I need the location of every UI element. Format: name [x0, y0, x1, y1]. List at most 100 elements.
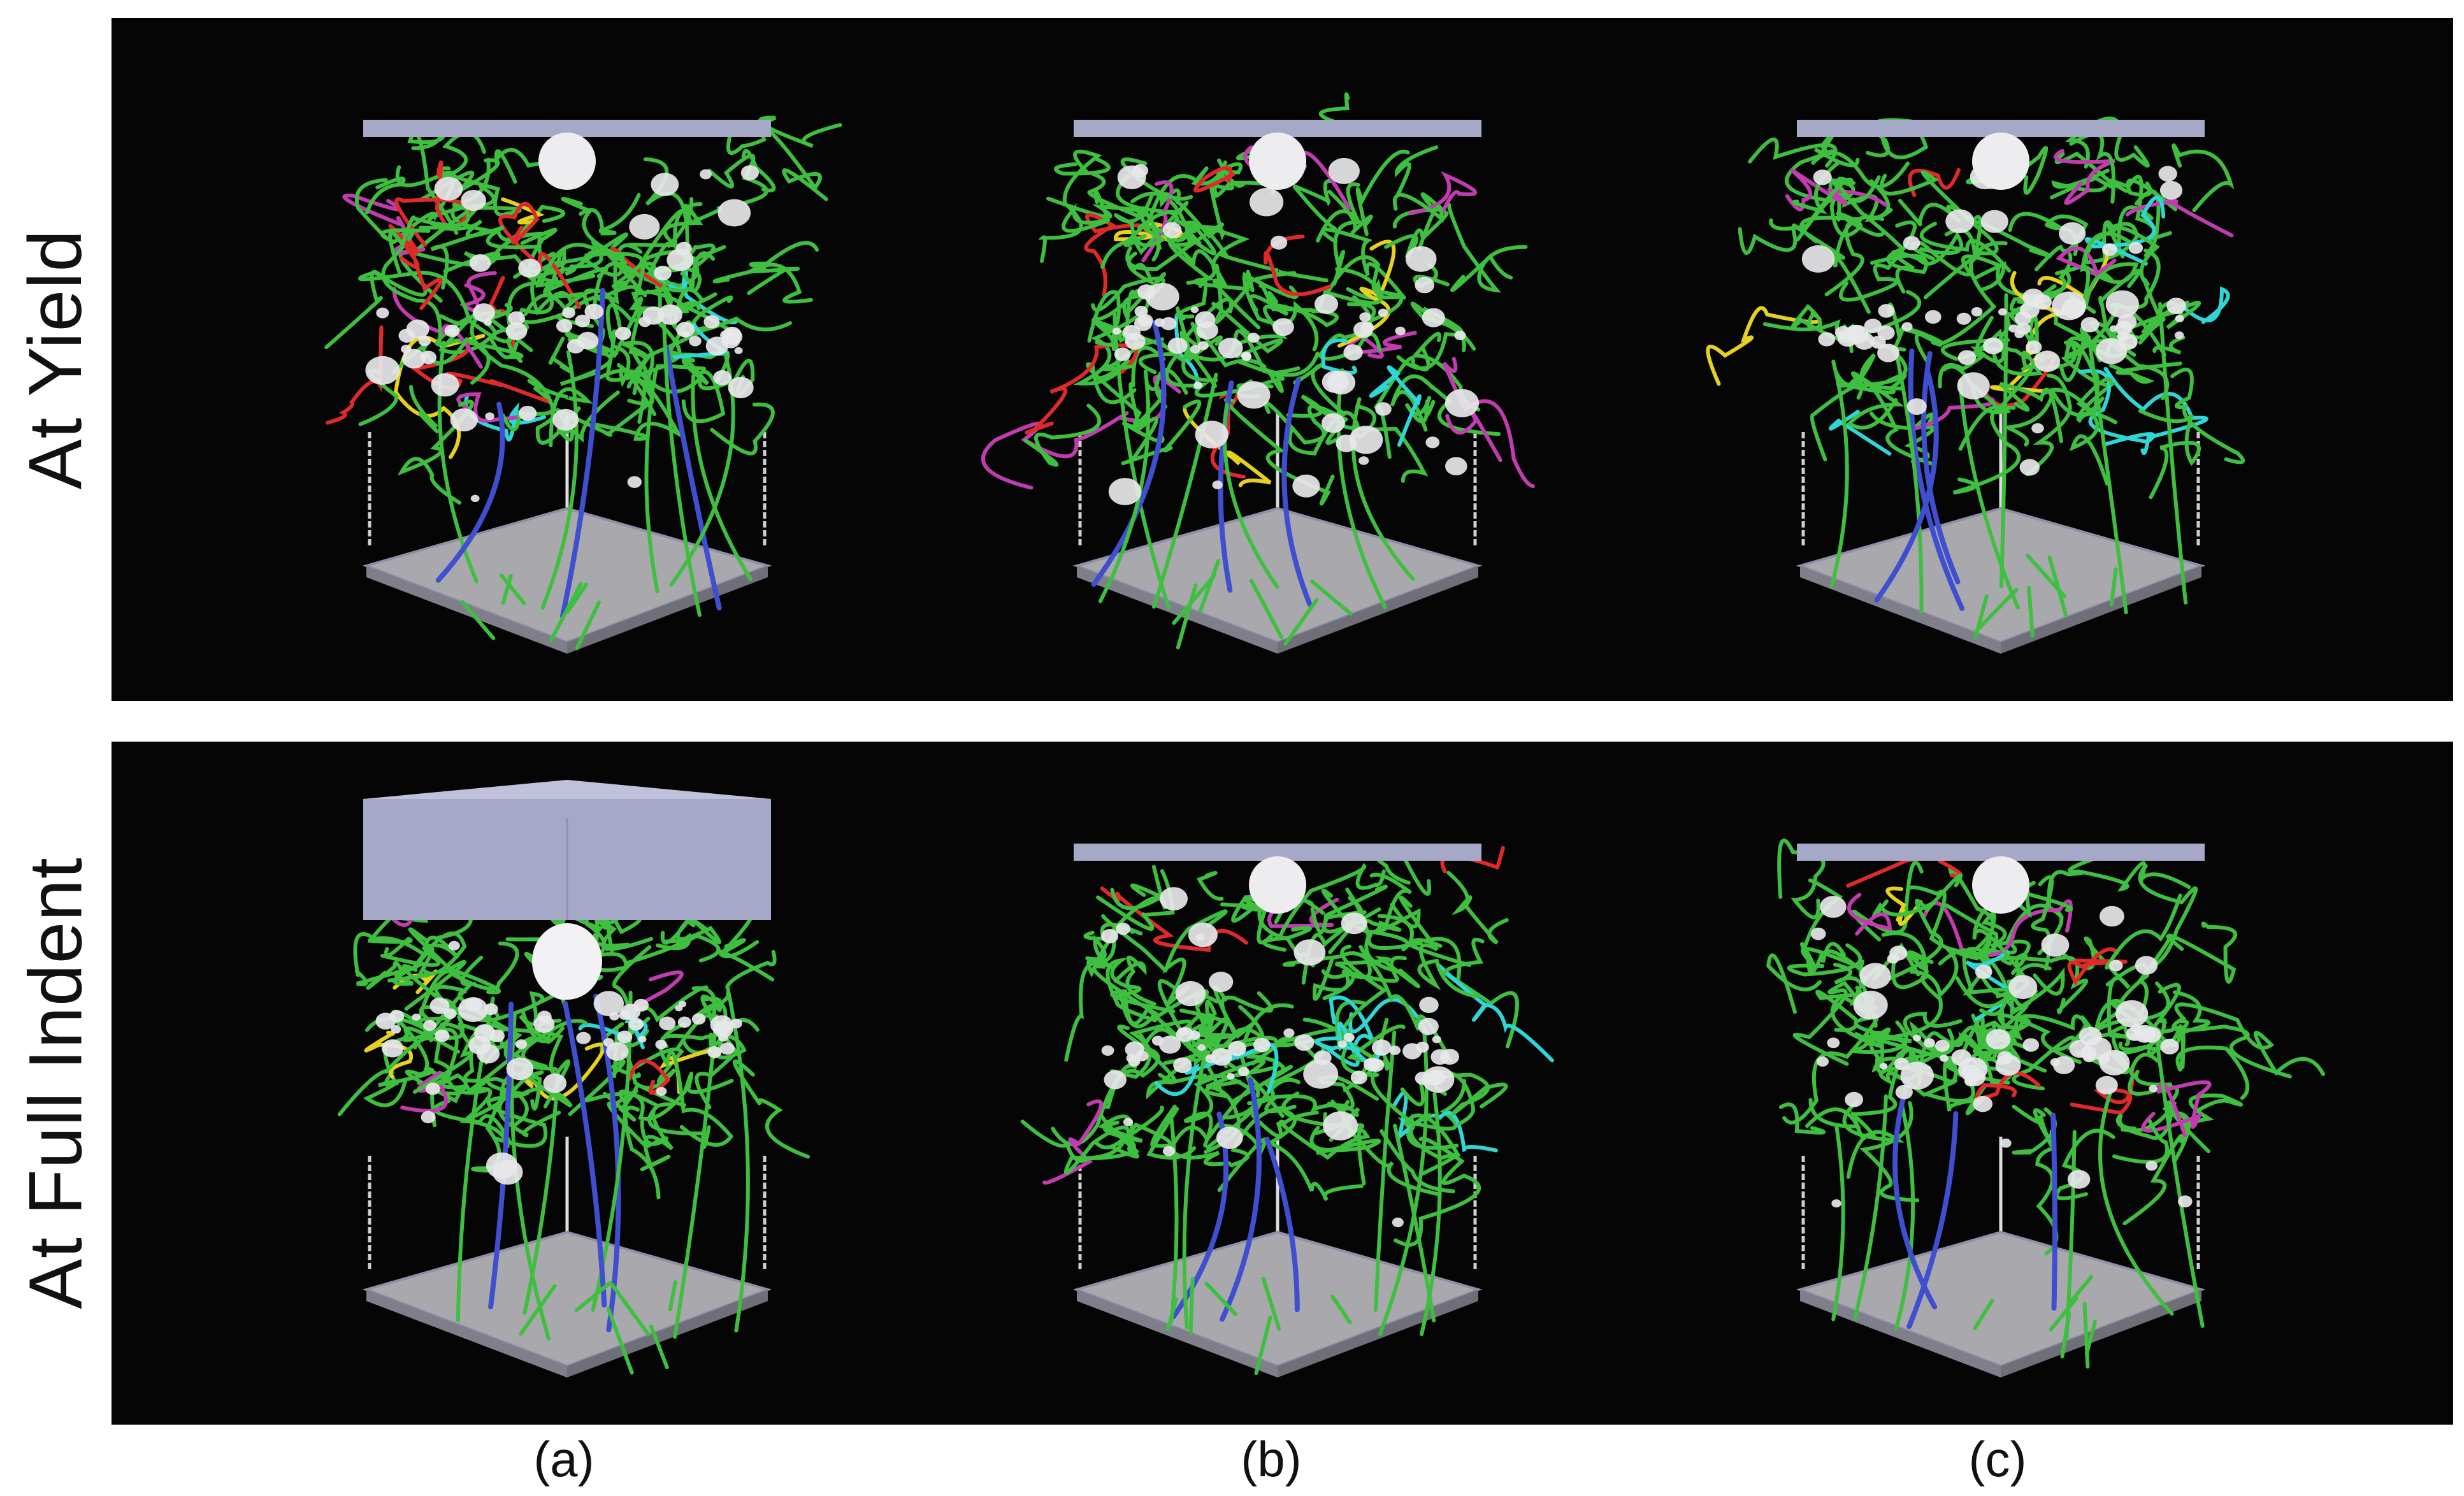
- dislocation-line: [466, 243, 595, 343]
- void-cluster: [1195, 311, 1216, 329]
- dislocation-line: [1399, 895, 1478, 998]
- void-cluster: [556, 319, 573, 333]
- void-cluster: [566, 339, 585, 354]
- void-cluster: [1162, 222, 1182, 238]
- dislocation-line: [1919, 221, 2012, 273]
- dislocation-line: [364, 1030, 413, 1079]
- dislocation-line: [560, 287, 605, 619]
- void-cluster: [391, 1025, 401, 1034]
- void-cluster: [1906, 398, 1927, 415]
- void-cluster: [469, 254, 491, 272]
- void-cluster: [543, 1073, 567, 1093]
- dislocation-line: [527, 378, 593, 447]
- void-cluster: [1422, 308, 1445, 327]
- dislocation-line: [1777, 838, 1826, 919]
- void-cluster: [1878, 304, 1895, 318]
- dislocation-line: [1952, 405, 2021, 495]
- dislocation-line: [2105, 893, 2182, 970]
- dislocation-line: [367, 936, 424, 958]
- void-cluster: [703, 315, 720, 329]
- substrate-slab-edge: [2001, 566, 2201, 654]
- void-cluster: [375, 1012, 396, 1030]
- void-cluster: [730, 1018, 742, 1029]
- dislocation-line: [1166, 217, 1250, 285]
- void-cluster: [1134, 305, 1148, 317]
- dislocation-line: [1450, 253, 1513, 292]
- void-cluster: [2102, 243, 2117, 256]
- dislocation-line: [2070, 1065, 2135, 1116]
- dislocation-line: [1220, 895, 1262, 923]
- dislocation-line: [1204, 1281, 1237, 1316]
- dislocation-line: [1748, 137, 1838, 168]
- void-cluster: [1820, 896, 1847, 918]
- dislocation-line: [405, 1069, 490, 1104]
- dislocation-line: [2060, 1311, 2071, 1359]
- dislocation-line: [2134, 189, 2172, 241]
- void-cluster: [2019, 459, 2040, 476]
- void-cluster: [1957, 350, 1976, 365]
- dislocation-line: [2175, 1046, 2250, 1100]
- void-cluster: [1900, 1061, 1934, 1090]
- dislocation-line: [495, 991, 565, 1044]
- dislocation-line: [1393, 192, 1444, 252]
- void-cluster: [518, 259, 541, 278]
- void-cluster: [1980, 210, 2008, 233]
- void-cluster: [615, 326, 631, 340]
- void-cluster: [617, 1030, 633, 1044]
- dislocation-line: [1254, 1315, 1272, 1376]
- void-cluster: [584, 303, 604, 320]
- void-cluster: [1425, 436, 1440, 449]
- void-cluster: [2034, 350, 2061, 372]
- void-cluster: [2041, 933, 2070, 957]
- dislocation-line: [1779, 1102, 1826, 1135]
- dislocation-line: [1846, 856, 1963, 888]
- dislocation-line: [616, 309, 654, 390]
- dislocation-line: [2068, 1275, 2093, 1305]
- void-cluster: [1395, 326, 1406, 336]
- dislocation-line: [981, 411, 1129, 490]
- dislocation-line: [381, 230, 442, 344]
- void-cluster: [1211, 1048, 1232, 1066]
- dislocation-line: [1183, 1058, 1266, 1147]
- void-cluster: [2117, 331, 2128, 342]
- dislocation-line: [2056, 246, 2117, 277]
- void-cluster: [1195, 421, 1228, 449]
- void-cluster: [1845, 1091, 1864, 1107]
- dislocation-line: [1803, 878, 1843, 947]
- void-cluster: [676, 322, 695, 338]
- dislocation-line: [1166, 1297, 1178, 1331]
- dislocation-line: [1176, 583, 1198, 650]
- dislocation-line: [1799, 215, 1864, 297]
- void-cluster: [1328, 157, 1360, 184]
- void-cluster: [562, 307, 575, 319]
- void-cluster: [1371, 1039, 1392, 1056]
- void-cluster: [1218, 338, 1243, 359]
- dislocation-line: [363, 1019, 435, 1107]
- void-cluster: [1389, 1046, 1401, 1055]
- dislocation-line: [1892, 1081, 1938, 1310]
- void-cluster: [2109, 960, 2123, 972]
- dislocation-line: [710, 402, 775, 456]
- dislocation-line: [1144, 989, 1209, 1058]
- void-cluster: [2082, 1051, 2096, 1063]
- void-cluster: [431, 373, 459, 397]
- void-cluster: [505, 322, 528, 340]
- dislocation-line: [1037, 149, 1102, 263]
- dislocation-line: [569, 239, 647, 298]
- void-cluster: [1190, 345, 1200, 354]
- dislocation-line: [649, 1324, 669, 1370]
- substrate-slab: [1072, 1230, 1483, 1368]
- dislocation-line: [1977, 587, 2019, 630]
- dislocation-line: [365, 176, 406, 215]
- dislocation-line: [1196, 871, 1224, 901]
- dislocation-line: [1144, 368, 1188, 395]
- dislocation-line: [1384, 211, 1449, 259]
- void-cluster: [720, 330, 733, 341]
- void-cluster: [1315, 294, 1338, 314]
- dislocation-line: [1093, 1104, 1177, 1149]
- void-cluster: [1827, 1037, 1840, 1049]
- dislocation-line: [1288, 404, 1376, 456]
- void-cluster: [606, 1042, 629, 1061]
- void-cluster: [700, 169, 712, 180]
- void-cluster: [1336, 435, 1357, 452]
